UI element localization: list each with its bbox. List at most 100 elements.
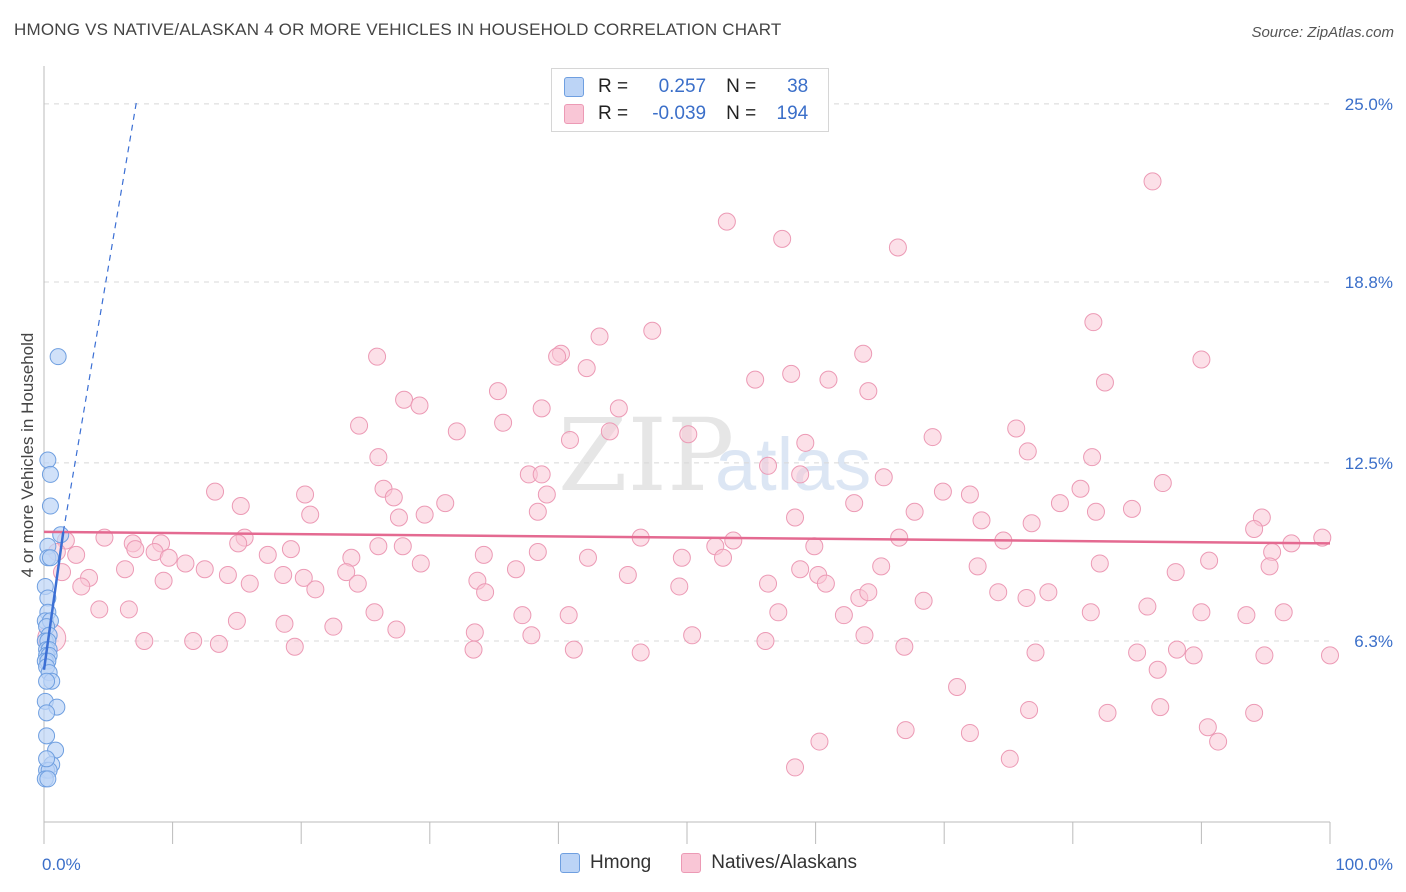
natives-point — [1018, 442, 1037, 461]
legend-row-hmong: R = 0.257 N = 38 — [564, 74, 808, 100]
natives-point — [176, 554, 195, 573]
natives-point — [905, 502, 924, 521]
hmong-r-value: 0.257 — [658, 76, 707, 97]
natives-point — [1050, 494, 1069, 513]
natives-point — [578, 548, 597, 567]
natives-legend-swatch — [681, 853, 702, 873]
natives-point — [494, 413, 513, 432]
correlation-legend: R = 0.257 N = 38 R = -0.039 N = 194 — [551, 68, 829, 132]
hmong-trendline-extension — [62, 100, 138, 532]
natives-point — [294, 568, 313, 587]
natives-point — [240, 574, 259, 593]
natives-point — [670, 577, 689, 596]
hmong-point — [38, 672, 56, 690]
natives-point — [465, 623, 484, 642]
natives-point — [218, 565, 237, 584]
hmong-point — [52, 526, 70, 544]
natives-point — [119, 600, 138, 619]
natives-point — [714, 548, 733, 567]
natives-point — [1095, 373, 1114, 392]
natives-point — [1128, 643, 1147, 662]
hmong-point — [41, 465, 59, 483]
y-tick-label: 6.3% — [1354, 632, 1393, 651]
natives-point — [72, 577, 91, 596]
natives-point — [528, 542, 547, 561]
natives-point — [1166, 563, 1185, 582]
natives-point — [1245, 703, 1264, 722]
natives-point — [384, 488, 403, 507]
natives-point — [874, 468, 893, 487]
natives-point — [989, 583, 1008, 602]
natives-point — [513, 606, 532, 625]
hmong-trendline — [42, 531, 65, 670]
natives-point — [1007, 419, 1026, 438]
natives-point — [769, 603, 788, 622]
natives-point — [805, 537, 824, 556]
natives-point — [796, 433, 815, 452]
natives-point — [506, 560, 525, 579]
natives-point — [724, 531, 743, 550]
natives-point — [67, 545, 86, 564]
legend-item-hmong: Hmong — [560, 852, 651, 874]
natives-point — [474, 545, 493, 564]
hmong-n-value: 38 — [787, 76, 809, 97]
natives-point — [786, 508, 805, 527]
natives-legend-label: Natives/Alaskans — [711, 852, 857, 873]
natives-point — [1260, 557, 1279, 576]
y-tick-labels: 6.3% 12.5% 18.8% 25.0% — [1345, 95, 1393, 651]
x-tick-label: 100.0% — [1335, 855, 1393, 874]
natives-point — [1000, 749, 1019, 768]
natives-point — [387, 620, 406, 639]
hmong-point — [41, 549, 59, 567]
natives-point — [1153, 474, 1172, 493]
hmong-point — [41, 497, 59, 515]
natives-point — [1245, 519, 1264, 538]
natives-point — [281, 540, 300, 559]
natives-point — [1122, 499, 1141, 518]
hmong-legend-label: Hmong — [590, 852, 652, 873]
natives-point — [960, 723, 979, 742]
watermark-zip: ZIP — [558, 397, 734, 514]
natives-point — [672, 548, 691, 567]
hmong-point — [49, 348, 67, 366]
natives-point — [447, 422, 466, 441]
legend-row-natives: R = -0.039 N = 194 — [564, 101, 808, 127]
natives-point — [1020, 700, 1039, 719]
natives-point — [1083, 448, 1102, 467]
hmong-point — [39, 770, 57, 788]
natives-point — [154, 571, 173, 590]
natives-point — [559, 606, 578, 625]
natives-point — [564, 640, 583, 659]
natives-point — [301, 505, 320, 524]
natives-point — [348, 574, 367, 593]
natives-point — [116, 560, 135, 579]
natives-point — [275, 614, 294, 633]
natives-r-value: -0.039 — [652, 103, 707, 124]
natives-point — [600, 422, 619, 441]
natives-point — [229, 534, 248, 553]
hmong-point — [39, 451, 57, 469]
natives-point — [369, 448, 388, 467]
natives-point — [609, 399, 628, 418]
natives-point — [1022, 514, 1041, 533]
y-tick-label: 25.0% — [1345, 95, 1393, 114]
natives-point — [90, 600, 109, 619]
natives-point — [209, 634, 228, 653]
natives-point — [1192, 350, 1211, 369]
natives-point — [532, 465, 551, 484]
natives-point — [1313, 528, 1332, 547]
natives-point — [488, 382, 507, 401]
natives-point — [834, 606, 853, 625]
natives-point — [759, 456, 778, 475]
natives-point — [324, 617, 343, 636]
natives-point — [948, 677, 967, 696]
natives-point — [643, 321, 662, 340]
hmong-point — [38, 704, 56, 722]
natives-point — [365, 603, 384, 622]
y-tick-label: 12.5% — [1345, 454, 1393, 473]
natives-point — [532, 399, 551, 418]
natives-points — [37, 172, 1339, 777]
natives-point — [854, 344, 873, 363]
natives-point — [968, 557, 987, 576]
